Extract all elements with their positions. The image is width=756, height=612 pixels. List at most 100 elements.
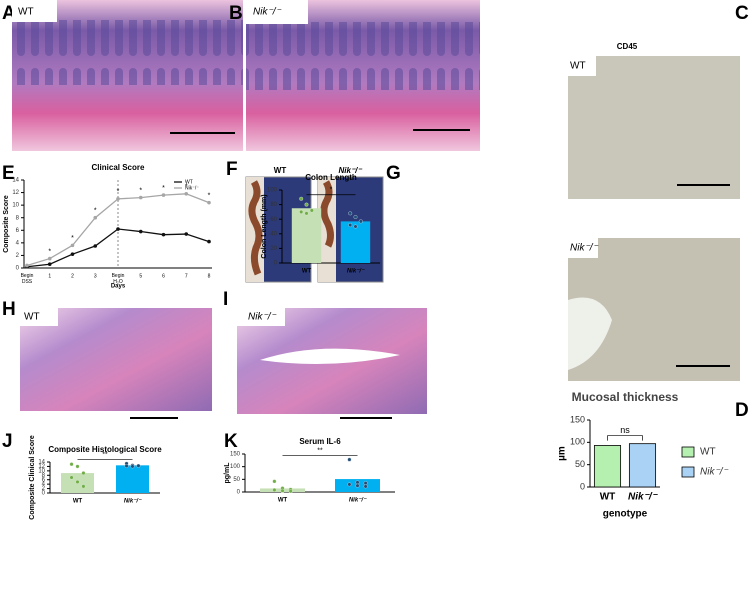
point [138,229,143,234]
image-label: Nik⁻/⁻ [570,243,599,254]
y-tick-label: 100 [267,188,278,194]
y-tick-label: 100 [230,464,241,470]
legend-label: WT [700,447,716,458]
y-tick-label: 0 [237,490,241,496]
panel-label: D [735,400,749,421]
x-axis-label: genotype [603,509,648,520]
lumen [568,297,612,370]
y-axis-label: Colon Length (mm) [261,194,268,258]
label-box [246,0,308,24]
y-tick-label: 50 [233,477,240,483]
image-label: WT [570,61,586,72]
significance-label: * [117,189,120,196]
data-point [353,215,358,219]
significance-label: * [185,184,188,191]
data-point [136,463,141,468]
y-tick-label: 10 [12,203,19,209]
panel-label: F [226,159,238,180]
data-point [347,482,352,487]
x-tick-label: 3 [94,273,97,279]
point [25,263,29,268]
y-tick-label: 40 [270,231,277,237]
significance-label: ** [317,447,323,454]
y-tick-label: 10 [38,468,45,474]
data-point [288,489,293,494]
point [47,262,52,267]
x-tick-label: WT [73,499,83,505]
x-tick-label: Nik⁻/⁻ [349,498,367,504]
y-tick-label: 100 [570,437,585,447]
y-tick-label: 12 [38,464,45,470]
data-point [75,464,80,469]
point [93,244,98,248]
legend-swatch [681,466,695,478]
x-tick-label: WT [600,492,616,503]
panel-label: H [2,299,16,320]
panel-label: K [224,431,238,452]
bar [628,443,657,488]
chart-title: Composite Histological Score [48,445,162,454]
chart-title: Clinical Score [92,163,145,172]
x-axis-label: Days [111,284,126,290]
image-label: WT [274,166,287,175]
panel-label: G [386,163,401,184]
data-point [81,471,86,476]
y-tick-label: 14 [12,178,19,184]
y-tick-label: 150 [570,414,585,424]
y-tick-label: 80 [270,202,277,208]
bar [116,465,149,493]
point [70,252,75,256]
x-tick-label: 7 [185,273,188,279]
data-point [69,462,74,467]
x-tick-label: 8 [208,273,211,279]
y-tick-label: 2 [42,486,46,492]
y-tick-label: 60 [270,217,277,223]
image-title: CD45 [617,42,638,51]
data-point [299,209,304,214]
significance-label: ** [102,451,108,458]
y-tick-label: 4 [16,240,20,246]
x-tick-label: WT [278,498,288,504]
label-box [12,0,57,22]
legend-label: Nik⁻/⁻ [185,185,199,191]
data-point [355,480,360,485]
panel-label: J [2,431,13,452]
label-box [568,56,596,76]
data-point [280,488,285,493]
y-axis-label: pg/mL [224,462,231,484]
y-tick-label: 150 [230,452,241,458]
data-point [304,202,309,207]
significance-label: * [208,192,211,199]
x-tick-label: 6 [162,273,165,279]
bar [593,445,622,488]
x-tick-label: Nik⁻/⁻ [628,492,659,503]
data-point [348,223,353,227]
x-tick-label: Nik⁻/⁻ [347,269,365,275]
point [161,193,166,197]
data-point [299,196,304,201]
point [93,215,98,220]
significance-bracket [607,435,643,441]
data-point [363,484,368,489]
point [161,232,166,237]
panel-label: E [2,163,15,184]
image-label: WT [24,312,40,323]
point [116,227,120,231]
lumen [260,348,400,364]
data-point [353,224,358,229]
chart-title: Serum IL-6 [299,437,341,446]
x-tick-label: Begin H₂O [112,273,125,285]
significance-label: * [139,187,142,194]
y-tick-label: 8 [42,473,46,479]
y-axis-label: Composite Clinical Score [29,435,36,520]
point [184,232,189,236]
x-tick-label: WT [302,269,312,275]
data-point [130,464,135,469]
image-label: Nik⁻/⁻ [253,7,282,18]
data-point [309,208,314,213]
y-axis-label: µm [557,446,568,461]
ihc-image [568,56,740,199]
data-point [124,464,129,468]
data-point [355,483,360,488]
